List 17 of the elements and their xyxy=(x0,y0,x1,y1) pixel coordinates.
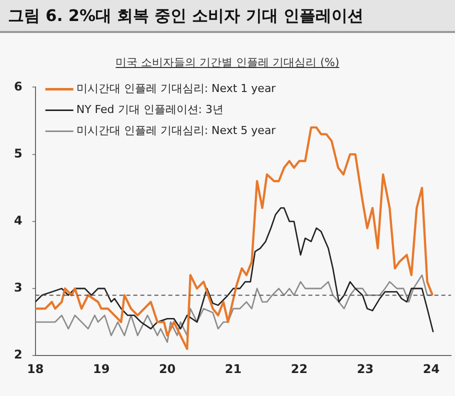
legend-label: NY Fed 기대 인플레이션: 3년 xyxy=(76,103,224,116)
y-tick-label: 4 xyxy=(14,214,22,228)
legend-label: 미시간대 인플레 기대심리: Next 1 year xyxy=(76,82,276,96)
x-tick-label: 21 xyxy=(224,362,242,376)
x-tick-label: 18 xyxy=(27,362,44,376)
chart-title: 그림 6. 2%대 회복 중인 소비자 기대 인플레이션 xyxy=(0,0,455,33)
x-tick-label: 19 xyxy=(92,362,110,376)
y-tick-label: 5 xyxy=(14,146,22,160)
chart-subtitle: 미국 소비자들의 기간별 인플레 기대심리 (%) xyxy=(114,55,340,70)
y-tick-label: 3 xyxy=(14,280,22,295)
x-tick-label: 22 xyxy=(290,362,308,376)
y-tick-label: 6 xyxy=(14,79,22,94)
x-tick-label: 23 xyxy=(356,362,374,376)
legend-label: 미시간대 인플레 기대심리: Next 5 year xyxy=(76,124,276,138)
y-tick-label: 2 xyxy=(14,348,22,362)
x-tick-label: 24 xyxy=(422,362,440,376)
x-tick-label: 20 xyxy=(158,362,176,376)
